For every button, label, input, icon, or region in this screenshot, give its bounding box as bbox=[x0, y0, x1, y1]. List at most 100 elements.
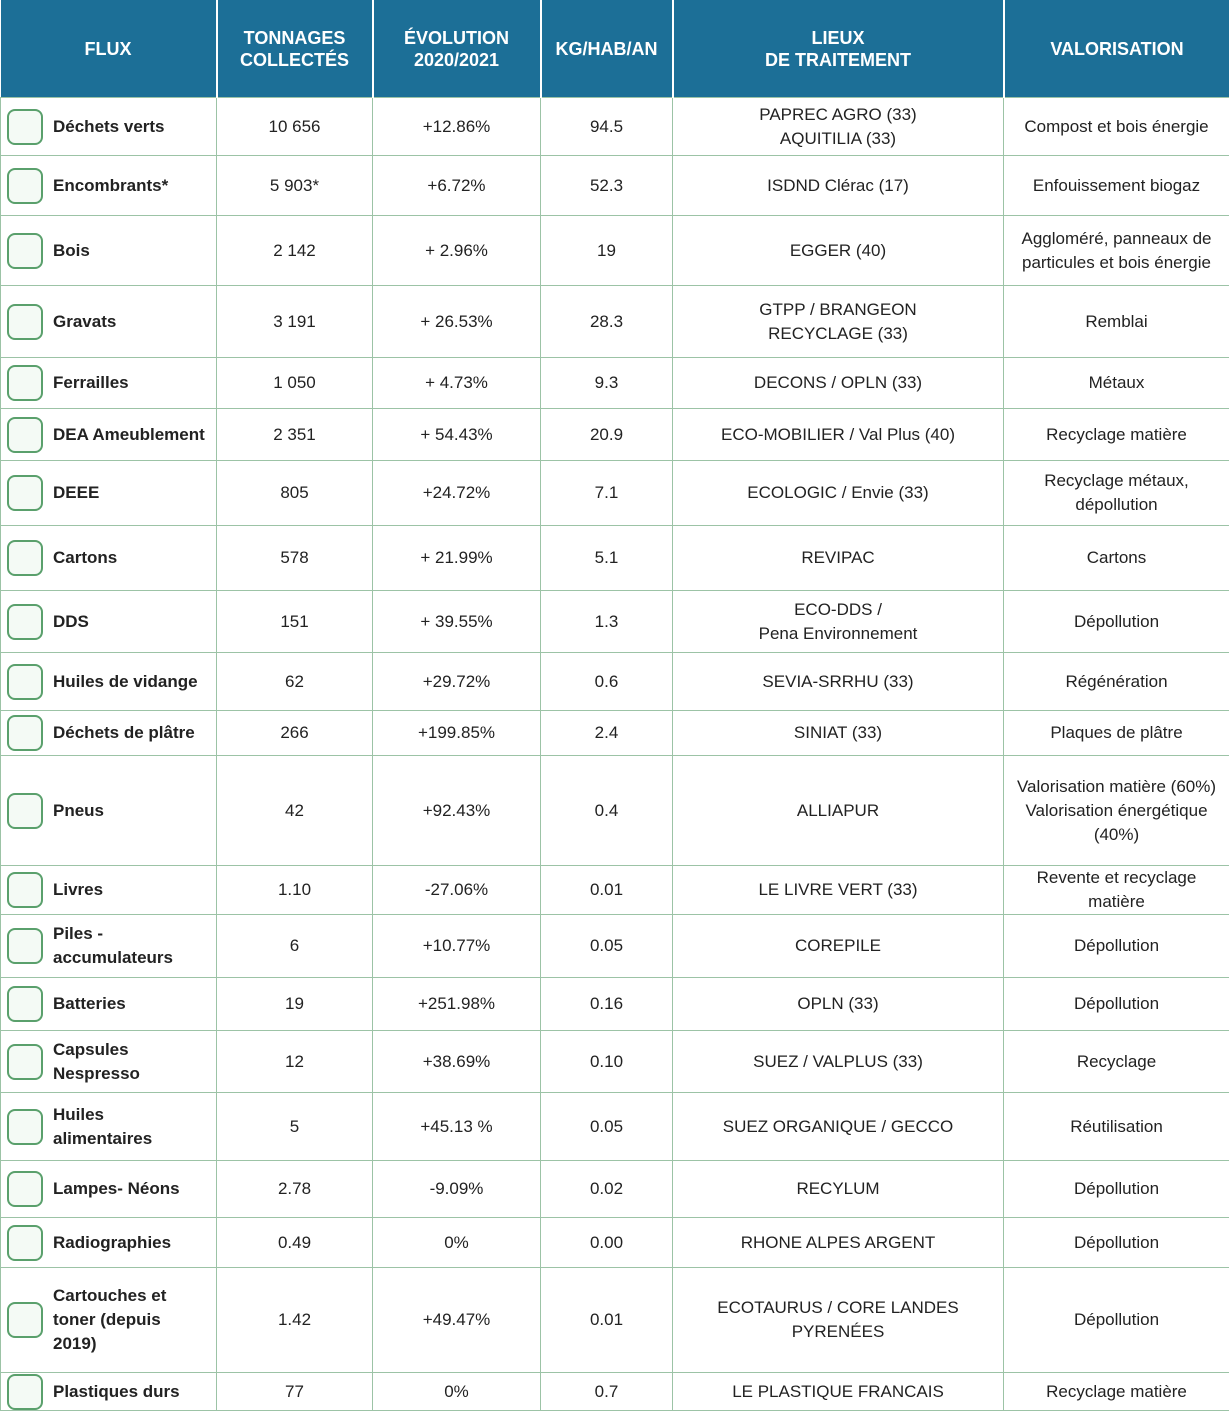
table-cell: Dépollution bbox=[1004, 1218, 1229, 1268]
flux-wrap: Bois bbox=[5, 233, 212, 269]
table-cell: 0.10 bbox=[541, 1031, 673, 1093]
flux-cell: Déchets verts bbox=[1, 98, 217, 156]
table-cell: 0.02 bbox=[541, 1161, 673, 1218]
flux-label: Lampes- Néons bbox=[53, 1177, 180, 1201]
flux-wrap: Gravats bbox=[5, 304, 212, 340]
table-cell: 77 bbox=[217, 1373, 373, 1411]
flux-icon bbox=[7, 793, 43, 829]
table-cell: ECO-DDS / Pena Environnement bbox=[673, 591, 1004, 653]
table-cell: EGGER (40) bbox=[673, 216, 1004, 286]
table-cell: 1.10 bbox=[217, 866, 373, 915]
table-cell: +92.43% bbox=[373, 756, 541, 866]
flux-cell: Encombrants* bbox=[1, 156, 217, 216]
table-cell: 62 bbox=[217, 653, 373, 711]
flux-cell: DDS bbox=[1, 591, 217, 653]
table-cell: 0.49 bbox=[217, 1218, 373, 1268]
flux-cell: Cartouches et toner (depuis 2019) bbox=[1, 1268, 217, 1373]
flux-icon bbox=[7, 475, 43, 511]
flux-cell: Huiles de vidange bbox=[1, 653, 217, 711]
flux-icon bbox=[7, 1302, 43, 1338]
flux-icon bbox=[7, 664, 43, 700]
table-cell: 52.3 bbox=[541, 156, 673, 216]
table-cell: 578 bbox=[217, 526, 373, 591]
table-cell: 19 bbox=[217, 978, 373, 1031]
flux-cell: Pneus bbox=[1, 756, 217, 866]
flux-wrap: Batteries bbox=[5, 986, 212, 1022]
table-cell: +12.86% bbox=[373, 98, 541, 156]
table-cell: Cartons bbox=[1004, 526, 1229, 591]
flux-icon bbox=[7, 417, 43, 453]
table-cell: 2 142 bbox=[217, 216, 373, 286]
table-cell: REVIPAC bbox=[673, 526, 1004, 591]
table-cell: + 39.55% bbox=[373, 591, 541, 653]
flux-cell: Livres bbox=[1, 866, 217, 915]
table-cell: 0.6 bbox=[541, 653, 673, 711]
flux-icon bbox=[7, 304, 43, 340]
table-cell: +29.72% bbox=[373, 653, 541, 711]
table-cell: RECYLUM bbox=[673, 1161, 1004, 1218]
flux-icon bbox=[7, 986, 43, 1022]
table-cell: + 26.53% bbox=[373, 286, 541, 358]
header-cell: TONNAGES COLLECTÉS bbox=[217, 0, 373, 98]
flux-label: DDS bbox=[53, 610, 89, 634]
table-cell: +10.77% bbox=[373, 915, 541, 978]
table-cell: 1 050 bbox=[217, 358, 373, 409]
table-cell: 12 bbox=[217, 1031, 373, 1093]
table-cell: 0.16 bbox=[541, 978, 673, 1031]
flux-wrap: Encombrants* bbox=[5, 168, 212, 204]
table-cell: Métaux bbox=[1004, 358, 1229, 409]
table-cell: +6.72% bbox=[373, 156, 541, 216]
table-cell: 20.9 bbox=[541, 409, 673, 461]
flux-icon bbox=[7, 1225, 43, 1261]
flux-label: Bois bbox=[53, 239, 90, 263]
table-cell: 0.01 bbox=[541, 1268, 673, 1373]
table-cell: LE LIVRE VERT (33) bbox=[673, 866, 1004, 915]
table-row: Cartouches et toner (depuis 2019)1.42+49… bbox=[1, 1268, 1229, 1373]
flux-icon bbox=[7, 1109, 43, 1145]
table-cell: Dépollution bbox=[1004, 1268, 1229, 1373]
table-cell: GTPP / BRANGEON RECYCLAGE (33) bbox=[673, 286, 1004, 358]
table-cell: ECO-MOBILIER / Val Plus (40) bbox=[673, 409, 1004, 461]
flux-wrap: Huiles de vidange bbox=[5, 664, 212, 700]
table-cell: 19 bbox=[541, 216, 673, 286]
header-cell: ÉVOLUTION 2020/2021 bbox=[373, 0, 541, 98]
table-cell: 9.3 bbox=[541, 358, 673, 409]
table-cell: Valorisation matière (60%) Valorisation … bbox=[1004, 756, 1229, 866]
flux-wrap: Déchets de plâtre bbox=[5, 715, 212, 751]
flux-icon bbox=[7, 604, 43, 640]
table-cell: 0.7 bbox=[541, 1373, 673, 1411]
table-cell: Réutilisation bbox=[1004, 1093, 1229, 1161]
flux-label: Pneus bbox=[53, 799, 104, 823]
table-cell: 0.00 bbox=[541, 1218, 673, 1268]
table-cell: 0% bbox=[373, 1373, 541, 1411]
flux-label: DEA Ameublement bbox=[53, 423, 205, 447]
table-cell: ISDND Clérac (17) bbox=[673, 156, 1004, 216]
table-cell: Régénération bbox=[1004, 653, 1229, 711]
flux-wrap: Pneus bbox=[5, 793, 212, 829]
table-cell: Enfouissement biogaz bbox=[1004, 156, 1229, 216]
flux-wrap: Huiles alimentaires bbox=[5, 1103, 212, 1151]
table-cell: Revente et recyclage matière bbox=[1004, 866, 1229, 915]
flux-icon bbox=[7, 365, 43, 401]
table-cell: Recyclage matière bbox=[1004, 1373, 1229, 1411]
table-cell: 5 903* bbox=[217, 156, 373, 216]
flux-label: Déchets de plâtre bbox=[53, 721, 195, 745]
table-cell: RHONE ALPES ARGENT bbox=[673, 1218, 1004, 1268]
table-cell: Dépollution bbox=[1004, 591, 1229, 653]
flux-cell: Lampes- Néons bbox=[1, 1161, 217, 1218]
flux-label: Livres bbox=[53, 878, 103, 902]
table-cell: 266 bbox=[217, 711, 373, 756]
flux-label: Cartouches et toner (depuis 2019) bbox=[53, 1284, 166, 1356]
table-cell: +24.72% bbox=[373, 461, 541, 526]
